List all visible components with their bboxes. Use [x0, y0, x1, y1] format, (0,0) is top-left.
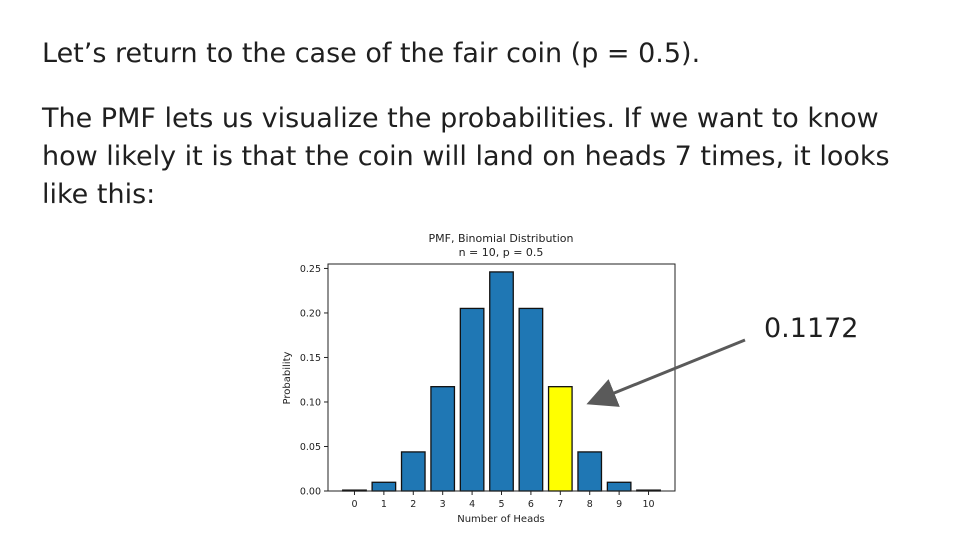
x-axis: 0 1 2 3 4 5 6 7 8 9 10	[351, 491, 655, 510]
bar-3	[430, 386, 456, 492]
bar-8	[577, 451, 603, 492]
x-tick-label: 5	[498, 499, 504, 510]
bar-2	[400, 451, 426, 492]
explanation-paragraph: The PMF lets us visualize the probabilit…	[42, 103, 890, 210]
y-tick-label: 0.00	[300, 487, 321, 498]
plot-frame	[327, 263, 676, 492]
y-axis: 0.00 0.05 0.10 0.15 0.20 0.25	[300, 264, 328, 498]
callout-arrow	[586, 338, 746, 407]
y-axis-label: Probability	[282, 351, 293, 404]
y-tick-label: 0.25	[300, 264, 321, 275]
bar-group	[342, 271, 661, 492]
y-tick-label: 0.10	[300, 397, 321, 408]
highlighted-bar-7	[547, 386, 573, 492]
x-tick-label: 9	[616, 499, 622, 510]
x-tick-label: 8	[587, 499, 593, 510]
x-tick-label: 3	[440, 499, 446, 510]
x-axis-label: Number of Heads	[457, 514, 545, 525]
bar-4	[459, 307, 485, 492]
bar-6	[518, 307, 544, 492]
y-tick-label: 0.05	[300, 442, 321, 453]
intro-line: Let’s return to the case of the fair coi…	[42, 38, 701, 69]
x-tick-label: 10	[642, 499, 654, 510]
callout-value: 0.1172	[764, 313, 859, 344]
x-tick-label: 0	[351, 499, 357, 510]
bar-5	[489, 271, 514, 492]
x-tick-label: 7	[557, 499, 563, 510]
x-tick-label: 1	[381, 499, 387, 510]
x-tick-label: 4	[469, 499, 475, 510]
y-tick-label: 0.20	[300, 308, 321, 319]
bar-1	[371, 481, 397, 492]
y-tick-label: 0.15	[300, 353, 321, 364]
x-tick-label: 2	[410, 499, 416, 510]
chart-subtitle: n = 10, p = 0.5	[459, 246, 544, 259]
x-tick-label: 6	[528, 499, 534, 510]
bar-9	[606, 481, 632, 492]
chart-title: PMF, Binomial Distribution	[429, 232, 574, 245]
